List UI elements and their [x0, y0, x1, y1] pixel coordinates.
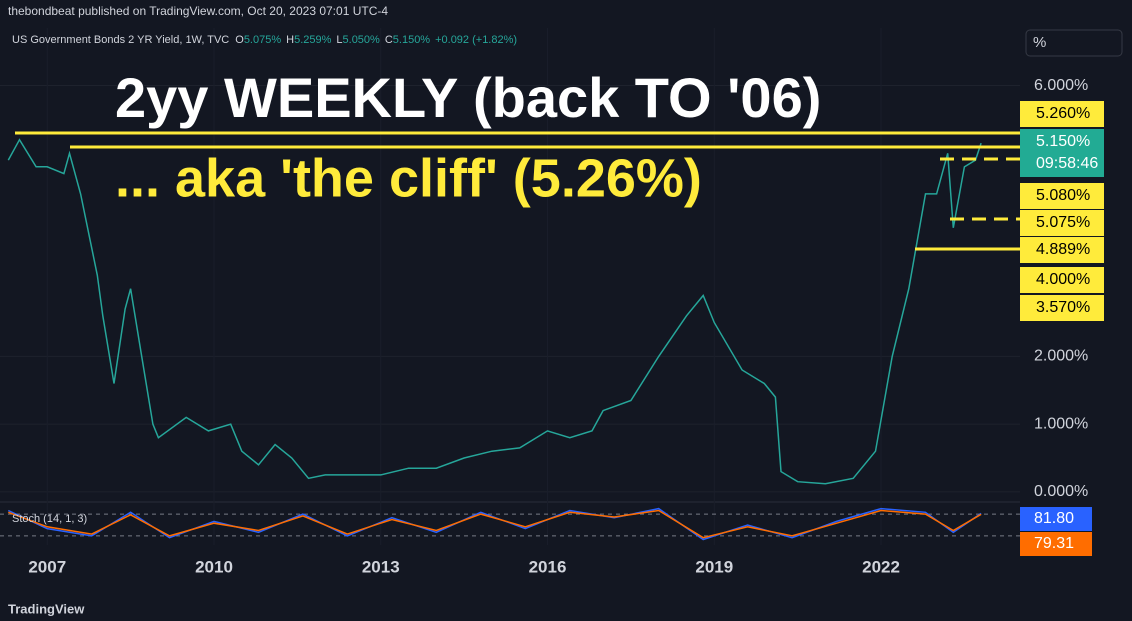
annotation: ... aka 'the cliff' (5.26%): [115, 148, 702, 208]
price-label-box: [1020, 295, 1104, 321]
price-label-box: [1020, 210, 1104, 236]
price-label: 5.075%: [1036, 214, 1090, 231]
value-label: 79.31: [1034, 535, 1074, 552]
ohlc-key: L: [336, 34, 342, 46]
x-tick-label: 2010: [195, 557, 233, 576]
value-label-box: [1020, 532, 1092, 556]
ohlc-value: 5.259%: [294, 34, 332, 46]
header: thebondbeat published on TradingView.com…: [8, 4, 388, 18]
price-label-box: [1020, 237, 1104, 263]
drawings: [15, 131, 1020, 251]
ohlc-value: 5.050%: [343, 34, 381, 46]
y-tick-label: 6.000%: [1034, 77, 1088, 94]
y-tick-label: 0.000%: [1034, 483, 1088, 500]
price-label-box: [1020, 129, 1104, 155]
x-tick-label: 2013: [362, 557, 400, 576]
price-label-box: [1020, 101, 1104, 127]
series-line: [8, 509, 982, 539]
annotation: 2yy WEEKLY (back TO '06): [115, 66, 821, 129]
ohlc-key: C: [385, 34, 393, 46]
series-line: [7, 138, 982, 485]
price-label: 3.570%: [1036, 299, 1090, 316]
x-tick-label: 2022: [862, 557, 900, 576]
x-tick-label: 2016: [529, 557, 567, 576]
y-tick-label: 2.000%: [1034, 348, 1088, 365]
price-label: 5.080%: [1036, 187, 1090, 204]
value-label-box: [1020, 507, 1092, 531]
price-label-box: [1020, 183, 1104, 209]
price-label: 4.889%: [1036, 241, 1090, 258]
price-label: 09:58:46: [1036, 155, 1098, 172]
x-tick-label: 2007: [28, 557, 66, 576]
price-label: 4.000%: [1036, 271, 1090, 288]
x-tick-label: 2019: [695, 557, 733, 576]
unit-label[interactable]: %: [1033, 34, 1046, 51]
ohlc-key: O: [235, 34, 244, 46]
pane-title: Stoch (14, 1, 3): [12, 513, 87, 525]
price-label: 5.260%: [1036, 105, 1090, 122]
symbol: US Government Bonds 2 YR Yield, 1W, TVC: [12, 34, 229, 46]
y-tick-label: 1.000%: [1034, 415, 1088, 432]
change: +0.092 (+1.82%): [435, 34, 517, 46]
price-label: 5.150%: [1036, 133, 1090, 150]
price-label-box: [1020, 151, 1104, 177]
ohlc-key: H: [286, 34, 294, 46]
price-label-box: [1020, 267, 1104, 293]
footer: TradingView: [8, 601, 85, 616]
ohlc-value: 5.075%: [244, 34, 282, 46]
unit-button[interactable]: [1025, 29, 1123, 57]
ohlc-value: 5.150%: [393, 34, 431, 46]
value-label: 81.80: [1034, 510, 1074, 527]
